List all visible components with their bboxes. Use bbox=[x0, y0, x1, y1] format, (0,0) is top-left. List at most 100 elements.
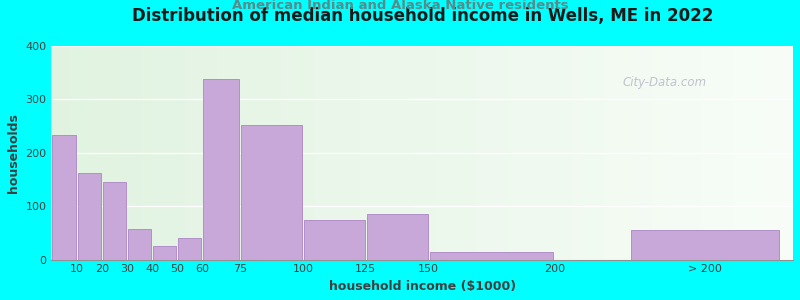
Bar bbox=[182, 46, 185, 260]
Bar bbox=[726, 46, 729, 260]
Bar bbox=[390, 46, 393, 260]
Bar bbox=[422, 46, 425, 260]
Bar bbox=[146, 46, 148, 260]
Bar bbox=[583, 46, 586, 260]
Bar bbox=[165, 46, 168, 260]
Bar bbox=[425, 46, 427, 260]
Bar bbox=[502, 46, 504, 260]
Bar bbox=[650, 46, 652, 260]
Bar bbox=[348, 46, 350, 260]
Bar bbox=[509, 46, 511, 260]
Bar bbox=[573, 46, 575, 260]
Bar bbox=[659, 46, 662, 260]
Bar bbox=[600, 46, 602, 260]
Bar bbox=[790, 46, 793, 260]
Bar bbox=[558, 46, 561, 260]
Bar bbox=[640, 46, 642, 260]
Bar bbox=[447, 46, 450, 260]
Bar bbox=[148, 46, 150, 260]
Bar bbox=[437, 46, 439, 260]
Bar bbox=[207, 46, 210, 260]
Bar bbox=[642, 46, 645, 260]
Bar bbox=[645, 46, 647, 260]
Bar bbox=[736, 46, 738, 260]
Bar bbox=[62, 46, 64, 260]
Bar bbox=[282, 46, 284, 260]
Bar bbox=[620, 46, 622, 260]
Bar bbox=[116, 46, 118, 260]
Bar bbox=[578, 46, 581, 260]
Bar bbox=[370, 46, 373, 260]
Bar bbox=[242, 46, 244, 260]
Bar bbox=[402, 46, 405, 260]
Bar bbox=[749, 46, 751, 260]
Bar bbox=[264, 46, 266, 260]
Bar bbox=[418, 46, 420, 260]
Bar bbox=[647, 46, 650, 260]
Bar bbox=[541, 46, 543, 260]
Bar bbox=[76, 46, 78, 260]
Bar bbox=[250, 46, 252, 260]
Bar bbox=[511, 46, 514, 260]
Bar bbox=[318, 46, 321, 260]
Bar bbox=[452, 46, 454, 260]
Bar bbox=[103, 46, 106, 260]
Bar bbox=[613, 46, 615, 260]
Bar bbox=[682, 46, 684, 260]
Bar bbox=[294, 46, 296, 260]
Bar bbox=[534, 46, 536, 260]
Bar bbox=[331, 46, 334, 260]
Bar bbox=[187, 46, 190, 260]
Bar bbox=[355, 46, 358, 260]
Bar bbox=[198, 46, 200, 260]
Bar bbox=[602, 46, 605, 260]
Bar bbox=[200, 46, 202, 260]
Bar bbox=[610, 46, 613, 260]
Bar bbox=[536, 46, 538, 260]
Bar bbox=[598, 46, 600, 260]
Bar bbox=[672, 46, 674, 260]
Bar bbox=[343, 46, 346, 260]
Bar bbox=[202, 46, 205, 260]
Bar bbox=[570, 46, 573, 260]
Bar bbox=[153, 46, 155, 260]
Bar bbox=[141, 46, 143, 260]
Bar bbox=[652, 46, 654, 260]
Bar bbox=[472, 46, 474, 260]
Bar bbox=[434, 46, 437, 260]
Bar bbox=[398, 46, 400, 260]
Bar bbox=[632, 46, 635, 260]
Bar bbox=[686, 46, 690, 260]
Bar bbox=[314, 46, 316, 260]
Bar bbox=[427, 46, 430, 260]
Bar bbox=[86, 46, 89, 260]
Bar bbox=[630, 46, 632, 260]
Bar bbox=[692, 46, 694, 260]
Bar bbox=[363, 46, 366, 260]
Bar bbox=[59, 46, 62, 260]
Bar bbox=[489, 46, 491, 260]
Bar bbox=[304, 46, 306, 260]
Bar bbox=[71, 46, 74, 260]
Bar bbox=[378, 46, 380, 260]
Bar bbox=[738, 46, 741, 260]
Bar bbox=[361, 46, 363, 260]
Bar bbox=[94, 46, 96, 260]
Bar bbox=[670, 46, 672, 260]
Bar bbox=[684, 46, 686, 260]
Bar bbox=[625, 46, 627, 260]
Bar bbox=[185, 46, 187, 260]
Bar bbox=[677, 46, 679, 260]
Bar bbox=[160, 46, 162, 260]
Bar bbox=[543, 46, 546, 260]
Bar bbox=[407, 46, 410, 260]
Bar bbox=[108, 46, 111, 260]
Bar bbox=[158, 46, 160, 260]
Bar bbox=[241, 125, 302, 260]
Bar bbox=[706, 46, 709, 260]
Bar bbox=[415, 46, 418, 260]
Bar bbox=[786, 46, 788, 260]
Bar bbox=[271, 46, 274, 260]
Bar bbox=[380, 46, 382, 260]
Bar bbox=[222, 46, 225, 260]
